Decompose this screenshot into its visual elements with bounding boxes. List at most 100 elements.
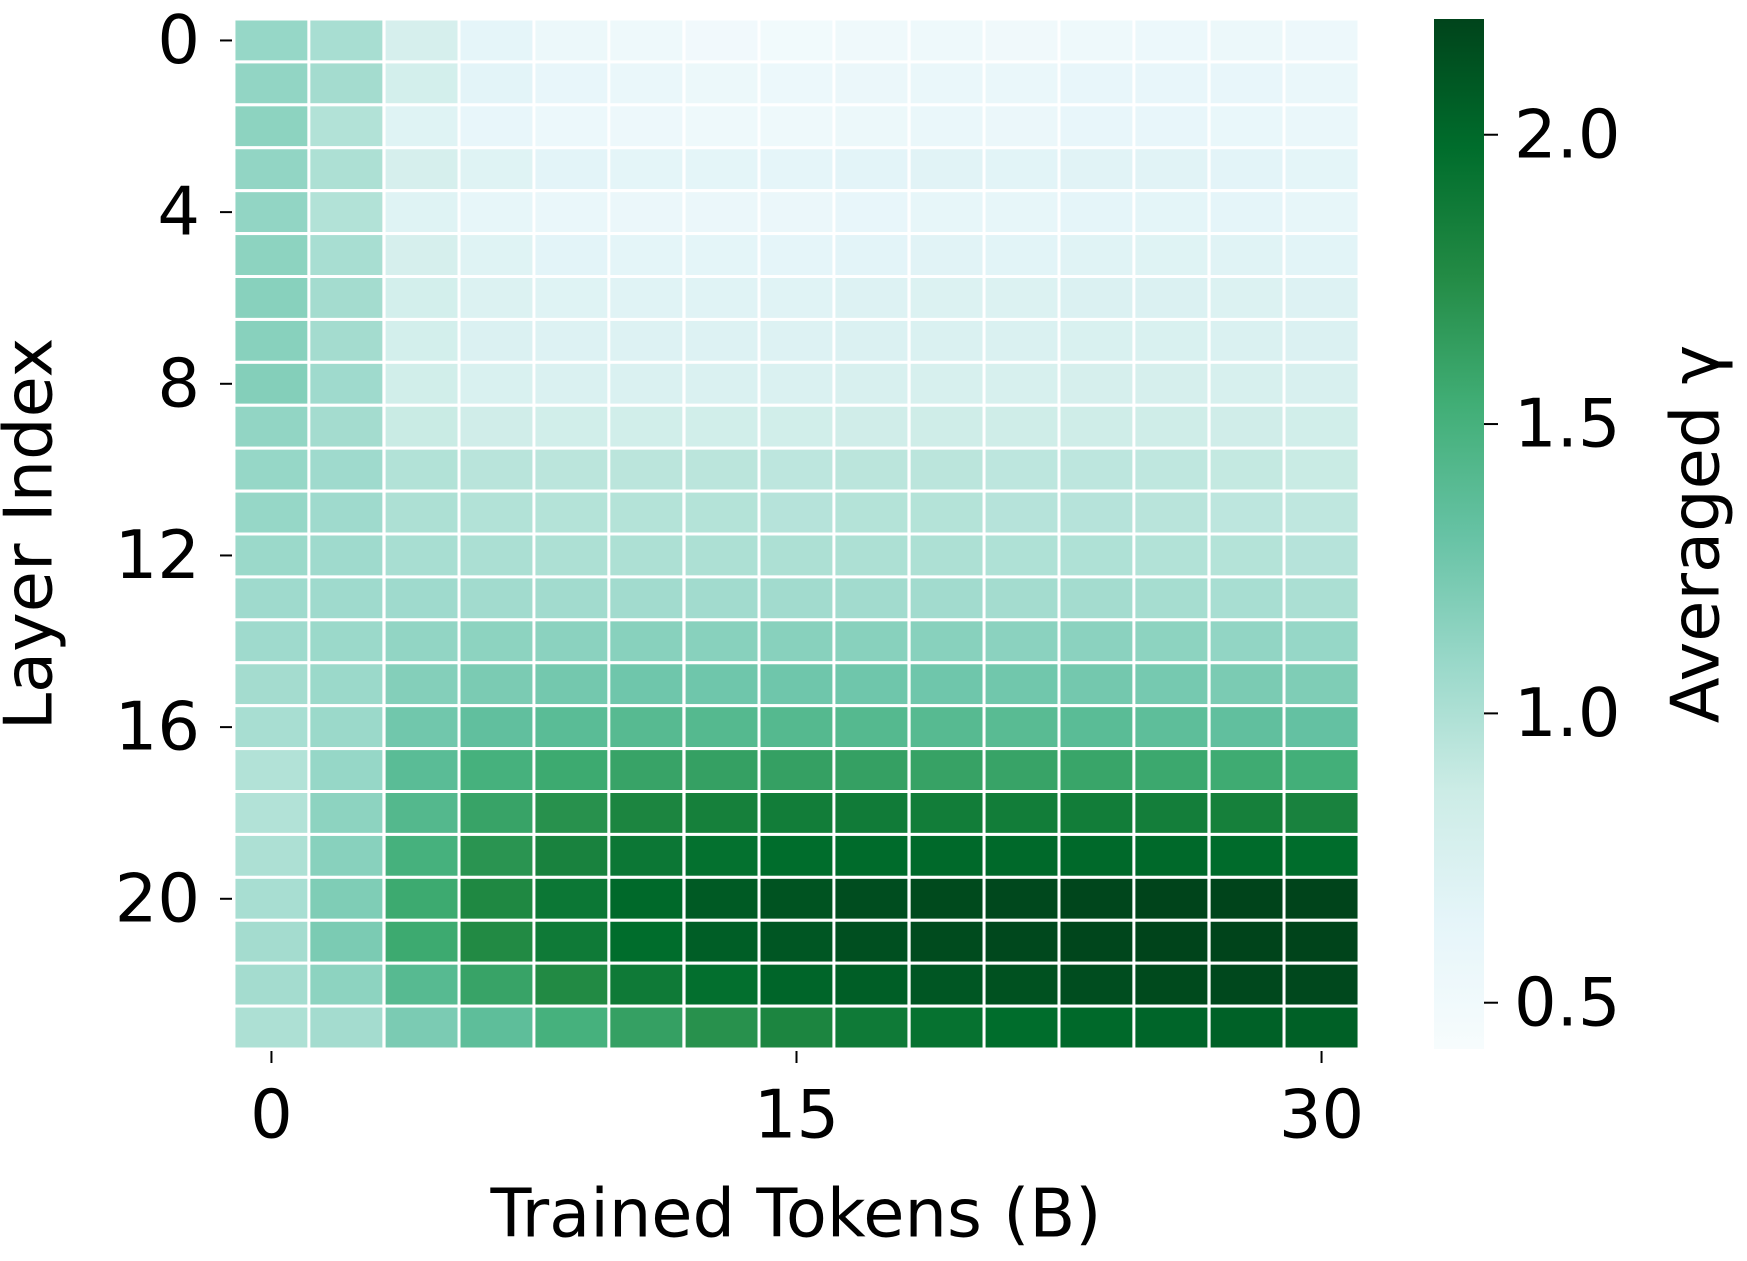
heatmap-cell [757, 618, 836, 665]
heatmap-cell [1132, 103, 1211, 150]
heatmap-cell [532, 232, 611, 278]
heatmap-cell [232, 317, 311, 364]
heatmap-cell [982, 790, 1061, 836]
heatmap-cell [907, 189, 986, 236]
heatmap-cell [232, 189, 311, 236]
heatmap-cell [757, 360, 836, 407]
heatmap-cell [1207, 360, 1286, 407]
heatmap-cell [982, 704, 1061, 751]
heatmap-cell [382, 360, 461, 407]
heatmap-cell [307, 747, 386, 793]
heatmap-cell [382, 747, 461, 793]
heatmap-cell [1057, 17, 1136, 64]
heatmap-cell [1207, 103, 1286, 150]
heatmap-cell [607, 618, 686, 665]
heatmap-cell [832, 532, 911, 579]
heatmap-cell [457, 747, 536, 793]
heatmap-cell [982, 1004, 1061, 1051]
heatmap-cell [907, 17, 986, 64]
heatmap-cell [532, 146, 611, 193]
heatmap-cell [307, 618, 386, 665]
heatmap-cell [982, 275, 1061, 321]
heatmap-cell [832, 961, 911, 1008]
heatmap-cell [607, 704, 686, 751]
heatmap-cell [382, 661, 461, 708]
heatmap-cell [982, 875, 1061, 922]
heatmap-cell [1282, 146, 1361, 193]
heatmap-cell [1057, 189, 1136, 236]
heatmap-cell [232, 17, 311, 64]
heatmap-cell [757, 403, 836, 450]
heatmap-cell [1132, 532, 1211, 579]
heatmap-cell [307, 532, 386, 579]
heatmap-cell [457, 60, 536, 107]
heatmap-cell [982, 360, 1061, 407]
heatmap-cell [1282, 532, 1361, 579]
heatmap-cell [907, 146, 986, 193]
heatmap-cell [532, 403, 611, 450]
heatmap-cell [307, 17, 386, 64]
heatmap-cell [832, 232, 911, 278]
heatmap-cell [307, 189, 386, 236]
heatmap-cell [1057, 146, 1136, 193]
heatmap-cell [832, 60, 911, 107]
heatmap-cell [532, 360, 611, 407]
heatmap-cell [832, 747, 911, 793]
heatmap-cell [907, 360, 986, 407]
heatmap-cell [1282, 661, 1361, 708]
heatmap-cell [532, 918, 611, 965]
heatmap-cell [1207, 618, 1286, 665]
heatmap-cell [1282, 489, 1361, 536]
heatmap-cell [1057, 360, 1136, 407]
heatmap-cell [682, 661, 761, 708]
heatmap-cell [982, 232, 1061, 278]
heatmap-cell [1132, 918, 1211, 965]
heatmap-cell [1282, 60, 1361, 107]
heatmap-cell [757, 60, 836, 107]
heatmap-cell [232, 747, 311, 793]
heatmap-cell [1132, 747, 1211, 793]
y-tick-label: 8 [157, 344, 200, 422]
heatmap-cell [607, 146, 686, 193]
heatmap-cell [1282, 275, 1361, 321]
heatmap-cell [757, 918, 836, 965]
heatmap-cell [907, 918, 986, 965]
heatmap-cell [682, 232, 761, 278]
heatmap-cell [457, 232, 536, 278]
heatmap-cell [382, 103, 461, 150]
heatmap-cell [607, 189, 686, 236]
heatmap-cell [232, 60, 311, 107]
heatmap-cell [307, 103, 386, 150]
heatmap-cell [757, 317, 836, 364]
heatmap-cell [232, 403, 311, 450]
heatmap-cell [757, 575, 836, 622]
heatmap-cell [457, 918, 536, 965]
heatmap-cell [532, 17, 611, 64]
heatmap-cell [607, 918, 686, 965]
heatmap-cell [757, 1004, 836, 1051]
heatmap-cell [382, 317, 461, 364]
heatmap-cell [1207, 532, 1286, 579]
heatmap-cell [532, 832, 611, 879]
heatmap-cell [682, 532, 761, 579]
y-tick-label: 0 [157, 1, 200, 79]
heatmap-cell [1207, 403, 1286, 450]
heatmap-cell [1057, 661, 1136, 708]
colorbar-label: Averaged γ [1657, 345, 1735, 724]
heatmap-cell [532, 1004, 611, 1051]
heatmap-cell [1282, 189, 1361, 236]
heatmap-cell [682, 275, 761, 321]
heatmap-cell [1057, 103, 1136, 150]
heatmap-cell [907, 661, 986, 708]
heatmap-cell [1207, 790, 1286, 836]
heatmap-cell [682, 17, 761, 64]
heatmap-cell [1282, 232, 1361, 278]
heatmap-cell [832, 704, 911, 751]
heatmap-cell [982, 446, 1061, 493]
heatmap-cell [532, 60, 611, 107]
heatmap-cell [1057, 1004, 1136, 1051]
x-tick-label: 15 [754, 1076, 839, 1154]
heatmap-cell [757, 875, 836, 922]
heatmap-cell [457, 317, 536, 364]
heatmap-cell [232, 103, 311, 150]
